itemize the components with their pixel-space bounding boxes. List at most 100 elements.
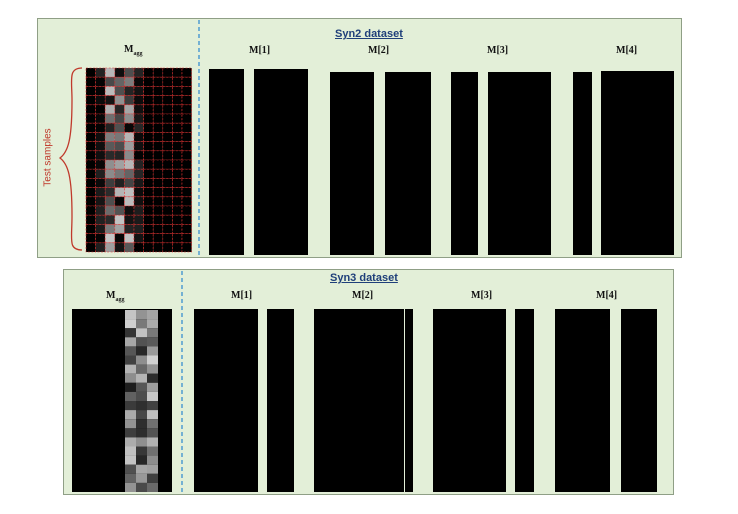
syn3-mask2-label: M[2] [352,290,374,301]
syn2-agg-cell [133,196,144,207]
syn3-agg-cell [125,364,136,374]
syn3-agg-cell [125,328,136,338]
syn2-agg-cell [152,196,164,207]
syn3-agg-label: Magg [106,290,125,303]
syn2-mask1-right [254,69,308,255]
syn3-agg-cell [136,473,147,483]
syn2-agg-cell [162,178,173,188]
syn2-agg-cell [152,76,164,87]
syn3-agg-cell [147,419,158,429]
syn2-agg-cell [114,159,125,170]
syn3-agg-cell [147,410,158,420]
syn2-agg-cell [95,187,106,198]
syn3-agg-cell [147,482,158,492]
syn2-agg-cell [143,132,154,142]
syn2-agg-cell [124,214,135,225]
syn2-agg-cell [172,196,183,207]
syn2-agg-cell [181,113,192,124]
syn2-agg-cell [172,67,183,78]
syn2-agg-cell [162,113,173,124]
syn2-agg-cell [124,196,135,207]
syn2-agg-cell [162,141,173,152]
syn3-agg-cell [125,428,136,438]
syn2-mask4 [573,71,674,255]
syn2-agg-cell [172,233,183,244]
syn2-agg-cell [104,187,116,198]
syn3-agg-cell [125,373,136,383]
syn3-agg-cell [147,382,158,392]
syn2-agg-cell [104,95,116,106]
syn2-agg-cell [152,67,164,78]
syn2-agg-cell [85,113,96,124]
syn3-agg-cell [136,337,147,347]
syn2-agg-cell [114,113,125,124]
syn3-agg-cell [136,455,147,465]
syn2-agg-cell [85,141,96,152]
syn3-mask3-right [515,309,534,492]
syn2-agg-cell [95,168,106,179]
syn2-agg-cell [124,104,135,115]
syn3-agg-cell [147,328,158,338]
syn2-agg-cell [172,95,183,106]
syn2-agg-cell [133,168,144,179]
syn2-agg-cell [95,242,106,253]
syn2-agg-cell [162,214,173,225]
syn2-agg-cell [152,95,164,106]
syn2-mask2-right [385,72,431,255]
syn2-agg-cell [143,104,154,115]
syn2-agg-cell [114,224,125,234]
syn2-agg-cell [172,113,183,124]
syn2-agg-cell [143,233,154,244]
syn2-agg-cell [124,76,135,87]
syn2-agg-cell [172,214,183,225]
syn3-agg-cell [136,364,147,374]
syn3-mask3 [433,309,534,492]
syn2-agg-cell [172,104,183,115]
syn2-agg-cell [114,168,125,179]
syn2-agg-cell [133,86,144,96]
syn2-agg-cell [181,168,192,179]
syn3-mask1 [194,309,294,492]
syn2-agg-cell [152,168,164,179]
syn2-agg-cell [152,122,164,133]
syn2-agg-cell [133,95,144,106]
syn2-agg-cell [124,168,135,179]
syn2-agg-cell [181,233,192,244]
syn2-agg-cell [172,76,183,87]
syn2-agg-cell [181,104,192,115]
syn2-agg-cell [124,67,135,78]
syn2-agg-cell [104,141,116,152]
syn2-agg-cell [85,132,96,142]
syn2-agg-cell [143,242,154,253]
syn2-agg-cell [85,122,96,133]
syn2-mask4-label: M[4] [616,45,638,56]
syn3-agg-cell [147,355,158,365]
syn3-agg-cell [125,346,136,356]
syn3-agg-cell [136,428,147,438]
syn2-agg-cell [181,187,192,198]
syn2-agg-cell [152,132,164,142]
syn2-agg-cell [95,122,106,133]
syn2-agg-cell [104,86,116,96]
syn2-agg-cell [124,224,135,234]
syn2-mask3 [451,72,551,255]
syn2-agg-cell [95,159,106,170]
syn2-agg-cell [104,122,116,133]
syn2-agg-cell [152,242,164,253]
syn3-agg-cell [125,482,136,492]
syn2-agg-cell [133,122,144,133]
syn2-agg-cell [114,76,125,87]
syn2-agg-cell [143,205,154,216]
syn2-agg-cell [85,67,96,78]
syn2-mask2 [330,72,431,255]
syn2-agg-cell [172,159,183,170]
syn2-agg-cell [181,159,192,170]
syn3-agg-cell [125,455,136,465]
syn3-agg-cell [125,464,136,474]
syn2-agg-heatmap [85,67,192,253]
syn2-agg-cell [124,178,135,188]
syn2-agg-cell [114,132,125,142]
syn2-agg-cell [104,159,116,170]
syn3-agg-cell [136,401,147,411]
syn3-agg-cell [136,373,147,383]
